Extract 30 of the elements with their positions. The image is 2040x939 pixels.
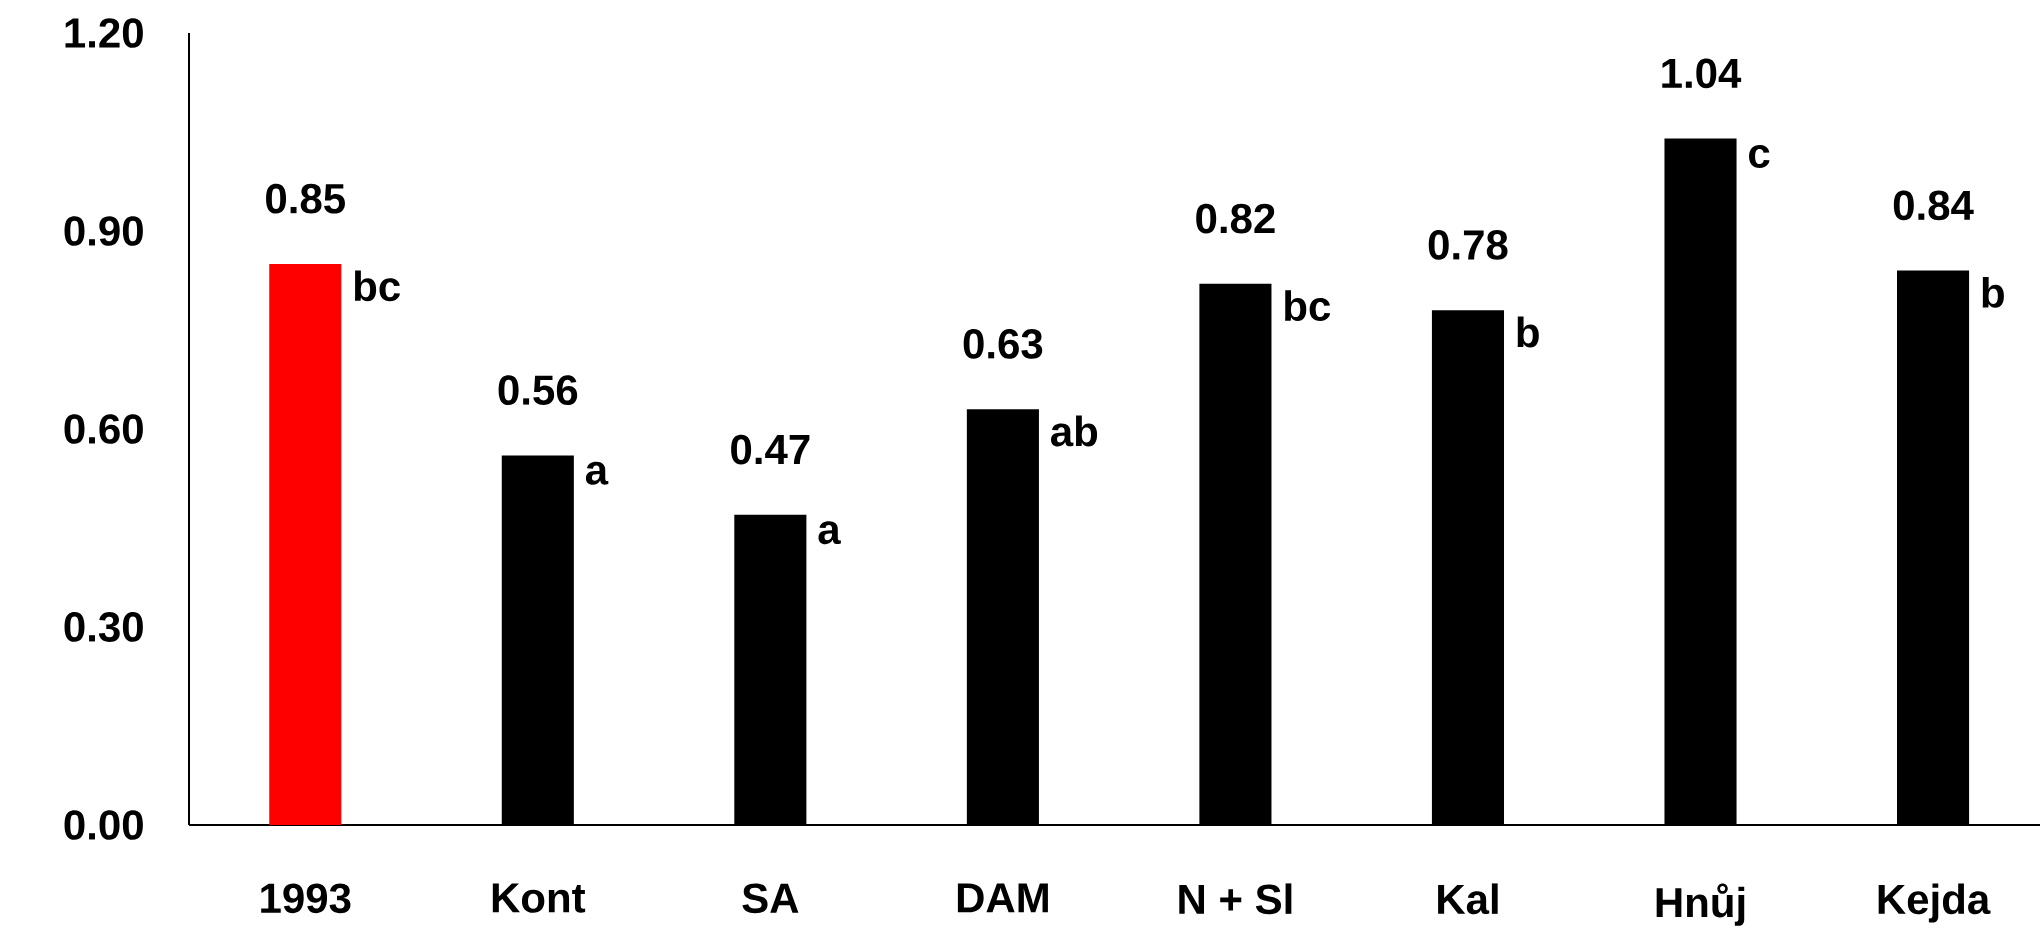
data-label: 0.56 bbox=[498, 375, 578, 405]
annotation: ab bbox=[1051, 415, 1098, 447]
annotation: c bbox=[1749, 145, 1770, 169]
x-tick-label: DAM bbox=[957, 883, 1048, 913]
data-label: 0.82 bbox=[1196, 203, 1275, 234]
x-tick-label: SA bbox=[742, 883, 799, 914]
y-tick-label: 0.90 bbox=[64, 216, 143, 246]
y-tick-label: 0.60 bbox=[64, 414, 143, 444]
annotation: b bbox=[1517, 316, 1539, 348]
annotation: a bbox=[818, 521, 841, 545]
data-label: 0.85 bbox=[266, 183, 345, 214]
annotation: a bbox=[585, 461, 609, 485]
data-label: 0.47 bbox=[731, 434, 810, 465]
y-tick-label: 1.20 bbox=[65, 18, 143, 48]
annotation: bc bbox=[354, 270, 400, 302]
x-tick-label: Hnůj bbox=[1656, 883, 1745, 926]
annotation: b bbox=[1982, 277, 2004, 308]
annotation: bc bbox=[1285, 290, 1331, 322]
bar bbox=[269, 264, 342, 825]
x-tick-label: N + Sl bbox=[1179, 883, 1292, 915]
data-label: 0.63 bbox=[963, 329, 1043, 359]
y-tick-label: 0.30 bbox=[64, 612, 143, 642]
data-label: 0.78 bbox=[1428, 230, 1508, 260]
y-tick-label: 0.00 bbox=[64, 810, 143, 840]
data-label: 1.04 bbox=[1662, 58, 1742, 89]
data-label: 0.84 bbox=[1893, 190, 1974, 221]
x-tick-label: Kejda bbox=[1878, 883, 1991, 923]
x-tick-label: 1993 bbox=[261, 883, 351, 914]
x-tick-label: Kal bbox=[1438, 883, 1498, 915]
x-tick-label: Kont bbox=[492, 883, 586, 913]
